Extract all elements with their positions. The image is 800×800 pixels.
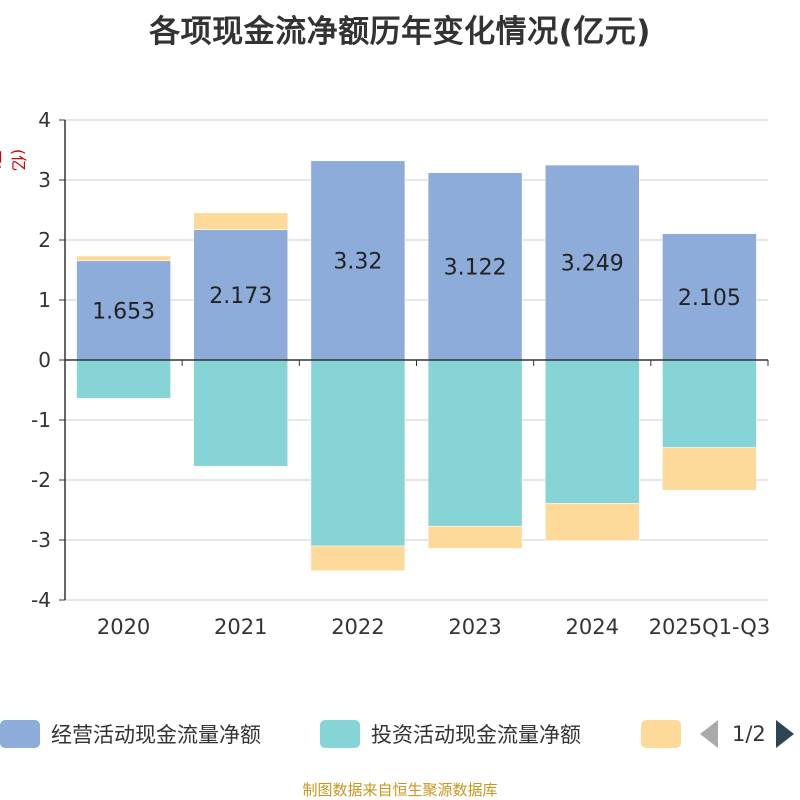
bar-financing-2021[interactable] xyxy=(193,212,288,230)
bar-investing-2021[interactable] xyxy=(193,359,288,467)
legend-label-investing: 投资活动现金流量净额 xyxy=(371,723,581,747)
x-tick-label: 2024 xyxy=(566,615,619,639)
bar-investing-2022[interactable] xyxy=(310,359,406,547)
data-label: 3.32 xyxy=(333,249,382,274)
legend-item-investing[interactable]: 投资活动现金流量净额 xyxy=(320,718,581,750)
bar-operating-2021[interactable] xyxy=(193,229,288,361)
legend-swatch-financing xyxy=(641,720,681,748)
chart-canvas: -4 -3 -2 -1 0 1 2 3 4 2020 2021 2022 2023 2024 2025Q1-… xyxy=(31,108,770,639)
x-tick-label: 2022 xyxy=(331,615,384,639)
y-tick-label: -1 xyxy=(31,408,51,432)
data-label: 3.249 xyxy=(561,252,624,277)
bar-financing-2024[interactable] xyxy=(545,503,640,541)
legend-item-operating[interactable]: 经营活动现金流量净额 xyxy=(0,718,261,750)
bar-financing-2022[interactable] xyxy=(310,545,406,571)
axes: -4 -3 -2 -1 0 1 2 3 4 2020 2021 2022 2023 2024 2025Q1-… xyxy=(31,108,770,639)
legend-swatch-investing xyxy=(320,720,360,748)
bar-operating-2023[interactable] xyxy=(427,172,523,361)
bar-investing-2023[interactable] xyxy=(427,359,523,527)
legend-label-operating: 经营活动现金流量净额 xyxy=(51,723,261,747)
page-indicator: 1/2 xyxy=(732,722,766,746)
bar-investing-2024[interactable] xyxy=(545,359,640,504)
x-tick-label: 2021 xyxy=(214,615,267,639)
bar-operating-2025Q1-Q3[interactable] xyxy=(662,233,757,361)
bar-operating-2024[interactable] xyxy=(545,164,640,361)
bar-investing-2020[interactable] xyxy=(76,359,171,399)
data-label: 2.173 xyxy=(209,284,272,309)
data-label: 1.653 xyxy=(92,299,155,324)
x-tick-label: 2025Q1-Q3 xyxy=(649,615,771,639)
data-label: 2.105 xyxy=(678,286,741,311)
y-tick-label: 4 xyxy=(38,108,51,132)
data-labels: 1.653 2.173 3.32 3.122 3.249 2.105 xyxy=(92,249,741,324)
bar-operating-2022[interactable] xyxy=(310,160,406,361)
legend-item-financing[interactable] xyxy=(641,718,692,750)
y-tick-label: -4 xyxy=(31,588,51,612)
y-tick-label: 1 xyxy=(38,288,51,312)
data-label: 3.122 xyxy=(444,255,507,280)
legend-swatch-operating xyxy=(0,720,40,748)
prev-page-icon[interactable] xyxy=(700,720,718,748)
x-tick-label: 2023 xyxy=(448,615,501,639)
bar-operating-2020[interactable] xyxy=(76,260,171,361)
x-tick-label: 2020 xyxy=(97,615,150,639)
bars xyxy=(76,160,757,571)
y-tick-label: 3 xyxy=(38,168,51,192)
next-page-icon[interactable] xyxy=(775,720,794,748)
y-tick-label: 0 xyxy=(38,348,51,372)
source-note: 制图数据来自恒生聚源数据库 xyxy=(302,781,498,799)
bar-financing-2020[interactable] xyxy=(76,255,171,262)
legend-pager: 1/2 xyxy=(700,718,794,750)
y-tick-label: -3 xyxy=(31,528,51,552)
chart-title: 各项现金流净额历年变化情况(亿元) xyxy=(149,14,651,50)
grid-lines xyxy=(65,119,768,601)
bar-investing-2025Q1-Q3[interactable] xyxy=(662,359,757,448)
bar-financing-2023[interactable] xyxy=(427,525,523,549)
y-tick-label: -2 xyxy=(31,468,51,492)
bar-financing-2025Q1-Q3[interactable] xyxy=(662,447,757,491)
y-tick-label: 2 xyxy=(38,228,51,252)
